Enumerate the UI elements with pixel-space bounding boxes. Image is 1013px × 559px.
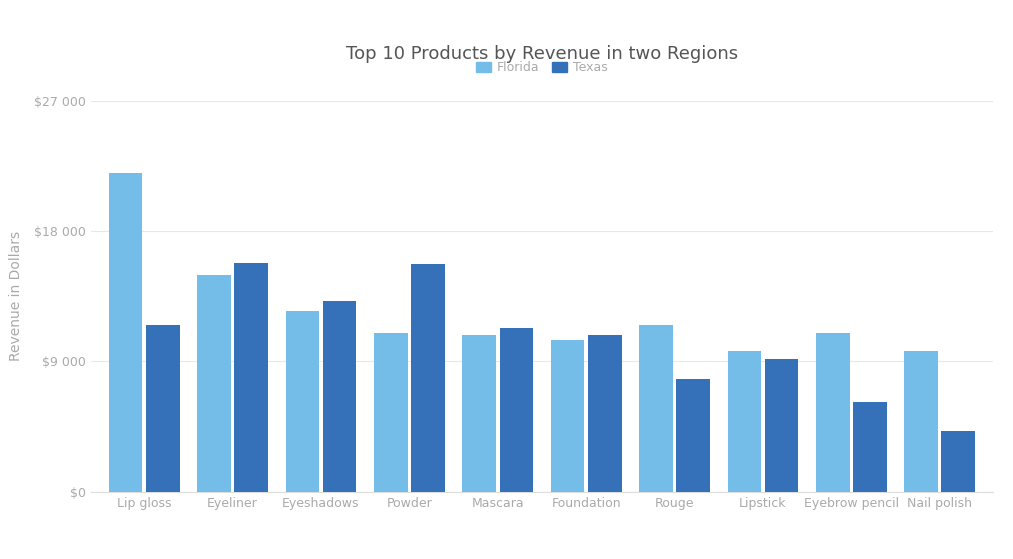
Bar [462,335,496,492]
Bar [286,311,319,492]
Bar [905,352,938,492]
Bar [588,335,622,492]
Bar [234,263,268,492]
Bar [941,431,976,492]
Bar [374,333,407,492]
Bar [499,328,533,492]
Bar [677,379,710,492]
Bar [853,402,886,492]
Bar [765,358,798,492]
Bar [323,301,357,492]
Bar [411,264,445,492]
Legend: Florida, Texas: Florida, Texas [471,56,613,79]
Bar [198,274,231,492]
Bar [727,352,761,492]
Bar [551,340,585,492]
Bar [639,325,673,492]
Bar [815,333,850,492]
Bar [108,173,143,492]
Bar [146,325,179,492]
Y-axis label: Revenue in Dollars: Revenue in Dollars [9,231,23,361]
Title: Top 10 Products by Revenue in two Regions: Top 10 Products by Revenue in two Region… [345,45,738,63]
